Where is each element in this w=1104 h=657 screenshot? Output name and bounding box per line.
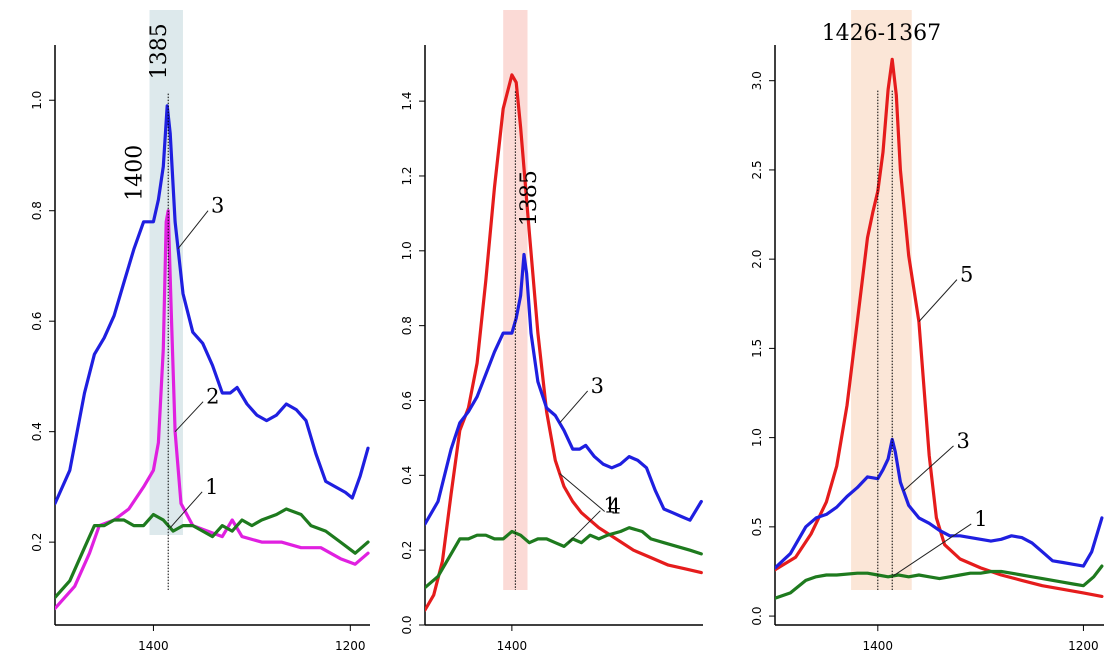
y-tick-label: 3.0 — [750, 71, 764, 90]
series-line-3 — [55, 104, 370, 506]
y-tick-label: 0.0 — [400, 615, 414, 634]
y-tick-label: 0.8 — [400, 316, 414, 335]
y-tick-label: 1.5 — [750, 339, 764, 358]
callout-label: 4 — [608, 494, 621, 518]
x-tick-label: 1200 — [335, 639, 366, 653]
callout-leader — [174, 401, 204, 433]
callout-leader — [892, 523, 972, 577]
x-tick-label: 1400 — [863, 639, 894, 653]
panel-right: 1426-1367 0.0 0.5 1.0 1.5 2.0 2.5 3.0 1400 1200 5 3… — [750, 10, 1104, 653]
panel-left: 0.2 0.4 0.6 0.8 1.0 1400 1200 1385 1400 3 2 1 — [30, 10, 370, 653]
series-group — [425, 73, 703, 612]
callout-leader — [567, 510, 601, 544]
callout-leader — [903, 445, 954, 492]
series-line-1 — [775, 564, 1104, 600]
y-tick-label: 0.2 — [400, 541, 414, 560]
y-tick-label: 0.0 — [750, 607, 764, 626]
series-line-5 — [775, 57, 1104, 598]
callout-label: 1 — [205, 475, 218, 499]
series-line-3 — [425, 252, 703, 526]
callout-label: 3 — [957, 429, 970, 453]
callout-label: 2 — [206, 385, 219, 409]
y-tick-label: 0.4 — [30, 422, 44, 441]
y-tick-label: 2.0 — [750, 250, 764, 269]
y-tick-label: 2.5 — [750, 160, 764, 179]
series-line-1 — [425, 526, 703, 590]
y-tick-label: 0.4 — [400, 466, 414, 485]
series-line-3 — [775, 437, 1104, 570]
peak-label: 1400 — [122, 145, 147, 201]
peak-label: 1385 — [147, 23, 172, 79]
series-line-2 — [55, 209, 370, 610]
y-tick-label: 1.4 — [400, 92, 414, 111]
y-tick-label: 0.2 — [30, 533, 44, 552]
y-tick-label: 1.2 — [400, 166, 414, 185]
y-tick-label: 0.6 — [400, 391, 414, 410]
panel-middle: 0.0 0.2 0.4 0.6 0.8 1.0 1.2 1.4 1400 1385 3 41 — [400, 10, 703, 653]
series-line-1 — [55, 507, 370, 599]
callout-label: 3 — [591, 374, 604, 398]
y-tick-label: 1.0 — [30, 91, 44, 110]
y-tick-label: 0.8 — [30, 201, 44, 220]
callout-label: 1 — [974, 507, 987, 531]
y-tick-label: 1.0 — [750, 428, 764, 447]
callout-leader — [169, 491, 203, 529]
callout-leader — [177, 210, 209, 250]
series-line-4 — [425, 73, 703, 612]
callout-label: 3 — [211, 194, 224, 218]
callout-leader — [918, 279, 958, 322]
band-label: 1426-1367 — [822, 21, 941, 46]
y-tick-label: 0.5 — [750, 517, 764, 536]
x-tick-label: 1400 — [497, 639, 528, 653]
callout-leader — [559, 390, 589, 424]
callout-label: 5 — [960, 263, 973, 287]
x-tick-label: 1200 — [1068, 639, 1099, 653]
callout-label: 1 — [603, 494, 616, 518]
y-tick-label: 0.6 — [30, 312, 44, 331]
series-group — [55, 104, 370, 610]
peak-label: 1385 — [517, 170, 542, 226]
x-tick-label: 1400 — [138, 639, 169, 653]
callout-leader — [559, 473, 605, 512]
series-group — [775, 57, 1104, 600]
y-tick-label: 1.0 — [400, 241, 414, 260]
